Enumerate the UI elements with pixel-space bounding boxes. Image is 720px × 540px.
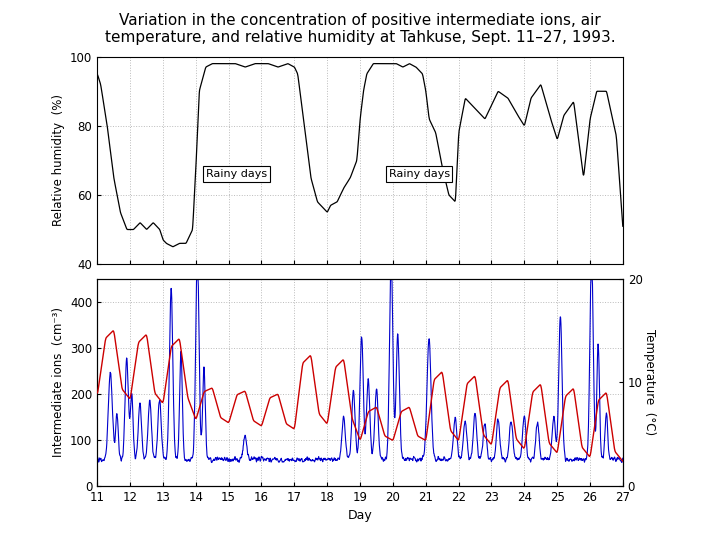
Y-axis label: Relative humidity  (%): Relative humidity (%) [52, 94, 65, 226]
Text: Rainy days: Rainy days [389, 169, 450, 179]
Y-axis label: Temperature  (°C): Temperature (°C) [644, 329, 657, 435]
Text: Rainy days: Rainy days [206, 169, 267, 179]
Y-axis label: Intermediate ions  (cm⁻³): Intermediate ions (cm⁻³) [52, 307, 65, 457]
Text: Variation in the concentration of positive intermediate ions, air: Variation in the concentration of positi… [119, 14, 601, 29]
X-axis label: Day: Day [348, 509, 372, 522]
Text: temperature, and relative humidity at Tahkuse, Sept. 11–27, 1993.: temperature, and relative humidity at Ta… [104, 30, 616, 45]
